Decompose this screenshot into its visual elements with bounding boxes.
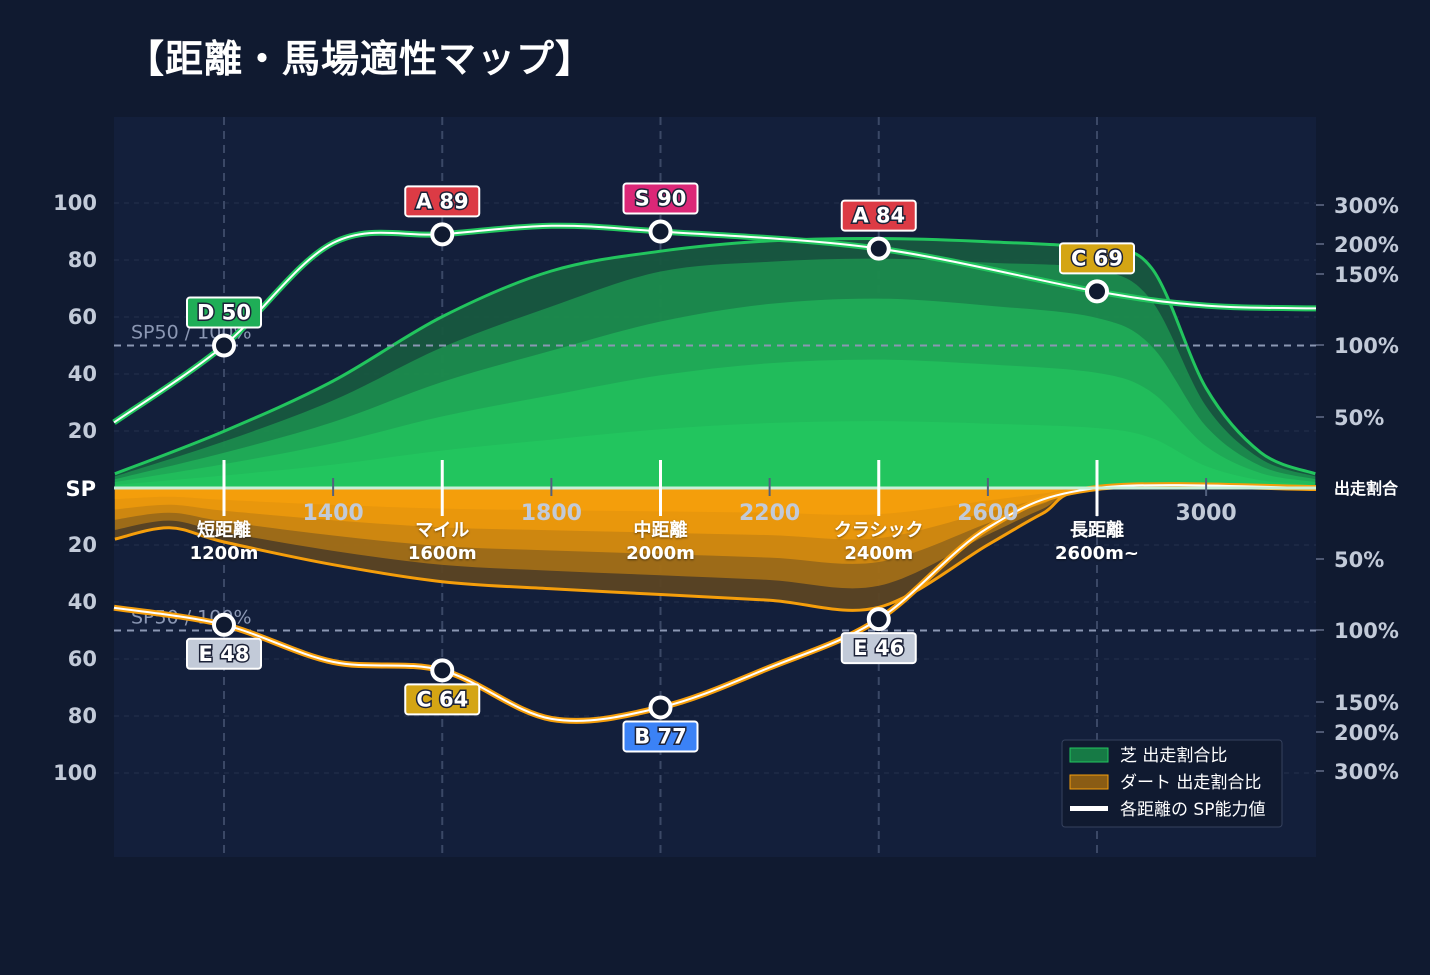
dirt-rank-badge-1: C 64 — [404, 683, 481, 716]
y-right-tick-lower-200: 200% — [1334, 721, 1399, 745]
category-name-1: マイル — [415, 520, 469, 541]
share-areas: SP50 / 100%SP50 / 100% — [114, 236, 1316, 632]
y-left-tick-lower-20: 20 — [68, 533, 97, 557]
turf-rank-badge-3-bg — [840, 199, 917, 232]
x-tick-2600: 2600 — [957, 501, 1018, 526]
x-tick-1400: 1400 — [303, 501, 364, 526]
axes: SP 出走割合 100 100 80 80 60 60 40 40 20 20 300% 200% 150%… — [53, 191, 1399, 785]
y-right-tick-lower-150: 150% — [1334, 691, 1399, 715]
dirt-rank-badge-3-label: E 46 — [853, 636, 904, 660]
turf-rank-badge-1: A 89 — [404, 185, 481, 218]
y-left-tick-upper-100: 100 — [53, 191, 97, 215]
chart-title: 【距離・馬場適性マップ】 — [126, 37, 595, 81]
category-distance-4: 2600m~ — [1055, 543, 1139, 564]
dirt-rank-badge-2: B 77 — [622, 720, 699, 753]
sp-lines — [112, 222, 1317, 724]
category-distance-2: 2000m — [626, 543, 695, 564]
turf-share-band-4 — [114, 421, 1316, 488]
turf-sp-line — [113, 224, 1317, 424]
turf-sp-point-0 — [212, 333, 236, 358]
turf-rank-badge-2-label: S 90 — [635, 187, 687, 211]
dirt-rank-badge-0-label: E 48 — [199, 642, 250, 666]
turf-sp-point-4 — [1085, 279, 1109, 304]
turf-rank-badge-4-bg — [1059, 242, 1135, 275]
category-distance-1: 1600m — [408, 543, 477, 564]
dirt-rank-badge-0-bg — [186, 637, 262, 670]
turf-rank-badge-2-bg — [622, 182, 699, 215]
turf-rank-badge-4-label: C 69 — [1071, 246, 1123, 270]
y-right-tick-upper-50: 50% — [1334, 406, 1384, 430]
turf-rank-badge-2: S 90 — [622, 182, 699, 215]
category-name-0: 短距離 — [197, 519, 251, 541]
category-name-3: クラシック — [834, 520, 924, 541]
legend-label-turf: 芝 出走割合比 — [1120, 746, 1227, 766]
legend-swatch-dirt — [1069, 774, 1109, 790]
y-left-tick-lower-100: 100 — [53, 761, 97, 785]
y-right-tick-upper-200: 200% — [1334, 233, 1399, 257]
legend-label-dirt: ダート 出走割合比 — [1120, 773, 1261, 793]
sp-points: D 50 A 89 S 90 A 84 C 69 E 48 C 64 B 77 E 46 — [186, 182, 1135, 753]
y-left-tick-lower-40: 40 — [68, 590, 97, 614]
y-right-tick-upper-100: 100% — [1334, 334, 1399, 358]
category-distance-3: 2400m — [844, 543, 913, 564]
y-left-tick-upper-20: 20 — [68, 419, 97, 443]
x-tick-2200: 2200 — [739, 501, 800, 526]
dirt-sp-point-3 — [866, 607, 891, 632]
turf-rank-badge-1-label: A 89 — [416, 189, 469, 213]
dirt-rank-badge-1-label: C 64 — [416, 687, 468, 711]
y-right-tick-lower-50: 50% — [1334, 548, 1384, 572]
dirt-sp-point-2 — [648, 695, 673, 720]
turf-rank-badge-0-bg — [186, 296, 262, 329]
dirt-rank-badge-2-label: B 77 — [634, 724, 687, 748]
y-left-tick-upper-60: 60 — [68, 305, 97, 329]
y-right-tick-lower-100: 100% — [1334, 619, 1399, 643]
legend: 芝 出走割合比 ダート 出走割合比 各距離の SP能力値 — [1061, 739, 1283, 828]
y-left-tick-lower-80: 80 — [68, 704, 97, 728]
category-name-2: 中距離 — [634, 519, 688, 541]
dirt-sp-point-0 — [212, 612, 236, 637]
category-distance-0: 1200m — [190, 543, 259, 564]
y-right-tick-upper-300: 300% — [1334, 194, 1399, 218]
turf-rank-badge-3: A 84 — [840, 199, 917, 232]
turf-rank-badge-3-label: A 84 — [852, 204, 905, 228]
dirt-share-band-4 — [114, 487, 1316, 515]
legend-label-sp: 各距離の SP能力値 — [1120, 800, 1265, 820]
turf-rank-badge-0-label: D 50 — [197, 301, 251, 325]
y-left-tick-upper-80: 80 — [68, 248, 97, 272]
turf-sp-point-2 — [648, 219, 673, 244]
y-left-tick-lower-60: 60 — [68, 647, 97, 671]
legend-swatch-turf — [1069, 747, 1109, 763]
category-name-4: 長距離 — [1070, 519, 1124, 541]
turf-sp-point-3 — [866, 236, 891, 261]
y-right-tick-upper-150: 150% — [1334, 263, 1399, 287]
y-left-axis-label: SP — [65, 477, 96, 501]
dirt-share-outline — [114, 484, 1316, 612]
dirt-sp-point-1 — [430, 658, 455, 683]
x-tick-3000: 3000 — [1176, 501, 1237, 526]
legend-box — [1061, 739, 1283, 828]
x-tick-1800: 1800 — [521, 501, 582, 526]
y-left-tick-upper-40: 40 — [68, 362, 97, 386]
dirt-rank-badge-1-bg — [404, 683, 481, 716]
turf-sp-point-1 — [430, 222, 455, 247]
dirt-rank-badge-2-bg — [622, 720, 699, 753]
y-right-tick-lower-300: 300% — [1334, 760, 1399, 784]
legend-swatch-sp — [1070, 806, 1108, 811]
turf-rank-badge-4: C 69 — [1059, 242, 1135, 275]
dirt-rank-badge-0: E 48 — [186, 637, 262, 670]
dirt-rank-badge-3-bg — [840, 632, 917, 665]
dirt-sp-line — [113, 484, 1317, 722]
y-right-axis-label: 出走割合 — [1334, 479, 1399, 498]
dirt-rank-badge-3: E 46 — [840, 632, 917, 665]
turf-rank-badge-1-bg — [404, 185, 481, 218]
turf-rank-badge-0: D 50 — [186, 296, 262, 329]
